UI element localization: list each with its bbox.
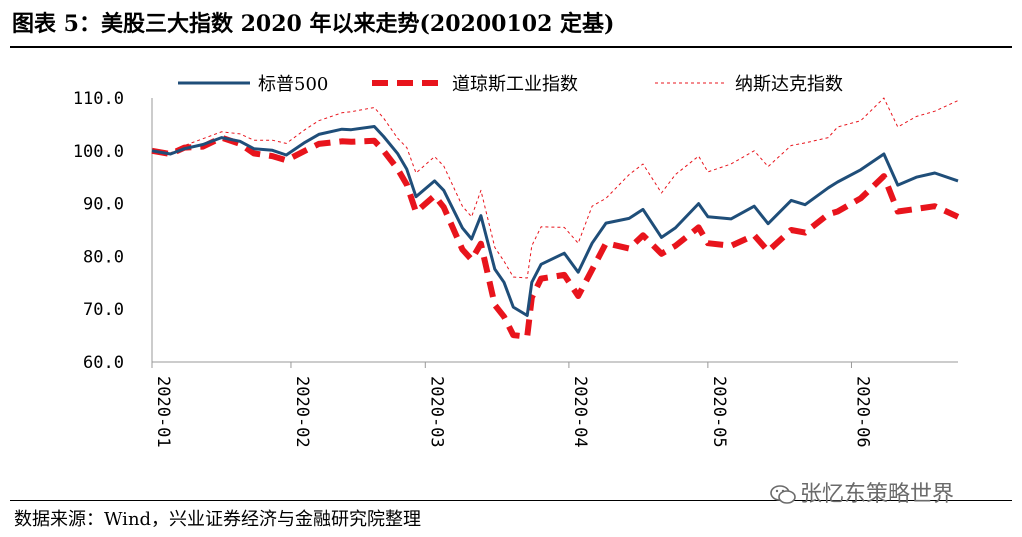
line-chart: 标普500 道琼斯工业指数 纳斯达克指数 110.0 100.0 90.0 80.0 70.… — [73, 74, 960, 448]
source-rule — [10, 500, 1012, 501]
source-note: 数据来源：Wind，兴业证券经济与金融研究院整理 — [14, 509, 422, 530]
legend-item-dow-jones: 道琼斯工业指数 — [372, 74, 578, 95]
x-tick-label: 2020-05 — [709, 376, 729, 448]
legend-label: 道琼斯工业指数 — [452, 74, 578, 95]
legend-item-sp500: 标普500 — [178, 74, 328, 95]
legend: 标普500 道琼斯工业指数 纳斯达克指数 — [178, 74, 843, 95]
x-tick-label: 2020-03 — [426, 376, 446, 448]
y-tick-label: 90.0 — [83, 195, 124, 215]
x-tick-label: 2020-02 — [292, 376, 312, 448]
y-tick-label: 110.0 — [73, 89, 124, 109]
x-tick-label: 2020-06 — [852, 376, 872, 448]
watermark: 张忆东策略世界 — [770, 476, 954, 508]
y-tick-label: 60.0 — [83, 353, 124, 373]
series-line-sp500 — [151, 125, 959, 317]
series-line-dow-jones — [151, 134, 960, 340]
chart-title: 图表 5：美股三大指数 2020 年以来走势(20200102 定基) — [12, 11, 615, 37]
x-tick-label: 2020-04 — [570, 376, 590, 448]
watermark-text: 张忆东策略世界 — [800, 482, 955, 507]
y-axis: 110.0 100.0 90.0 80.0 70.0 60.0 — [73, 89, 153, 373]
series-line-nasdaq — [151, 97, 959, 279]
y-tick-label: 100.0 — [73, 142, 124, 162]
y-tick-label: 80.0 — [83, 247, 124, 267]
x-tick-label: 2020-01 — [153, 376, 173, 448]
series-layer — [151, 97, 960, 340]
y-tick-label: 70.0 — [83, 300, 124, 320]
wechat-icon — [770, 485, 796, 504]
x-axis: 2020-01 2020-02 2020-03 2020-04 2020-05 2020-… — [151, 361, 958, 448]
title-rule — [10, 46, 1012, 48]
legend-label: 标普500 — [258, 74, 328, 95]
legend-item-nasdaq: 纳斯达克指数 — [655, 74, 843, 95]
legend-label: 纳斯达克指数 — [735, 74, 843, 95]
